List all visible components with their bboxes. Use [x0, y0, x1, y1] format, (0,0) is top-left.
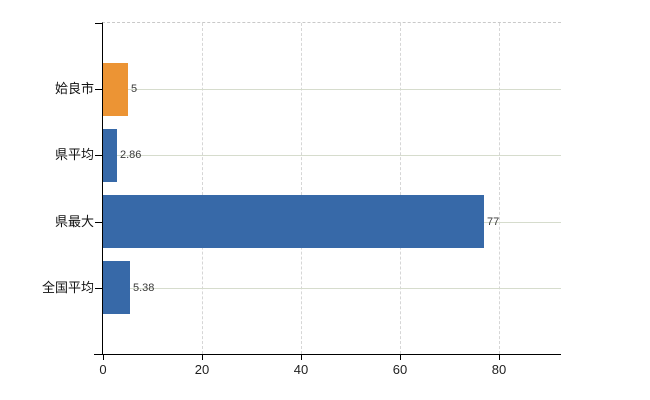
vertical-gridline [301, 23, 302, 354]
bar [103, 195, 484, 248]
x-tick-label: 80 [491, 362, 507, 377]
bar [103, 63, 128, 116]
x-axis-tick [202, 355, 203, 360]
y-axis-end-tick [95, 23, 103, 24]
x-axis-stub [94, 354, 103, 355]
y-axis-tick [95, 155, 103, 156]
category-label: 県最大 [54, 214, 94, 229]
x-tick-label: 40 [293, 362, 309, 377]
x-axis-tick [499, 355, 500, 360]
x-tick-label: 60 [392, 362, 408, 377]
horizontal-gridline [103, 288, 561, 289]
y-axis-tick [95, 222, 103, 223]
category-label: 県平均 [54, 147, 94, 162]
x-tick-label: 20 [194, 362, 210, 377]
category-label: 姶良市 [54, 81, 94, 96]
y-axis-tick [95, 288, 103, 289]
category-label: 全国平均 [41, 280, 94, 295]
bar-value-label: 5 [131, 83, 138, 95]
y-axis-tick [95, 89, 103, 90]
vertical-gridline [499, 23, 500, 354]
x-axis-tick [301, 355, 302, 360]
bar-value-label: 2.86 [120, 149, 142, 161]
bar [103, 129, 117, 182]
plot-area: 0 20 40 60 80 姶良市 5 県平均 2.86 県最大 77 全国平均 5.38 [42, 22, 561, 377]
x-tick-label: 0 [99, 362, 107, 377]
x-axis-tick [400, 355, 401, 360]
vertical-gridline [400, 23, 401, 354]
bar-value-label: 77 [487, 216, 500, 228]
bar-value-label: 5.38 [133, 282, 155, 294]
horizontal-gridline [103, 89, 561, 90]
horizontal-gridline [103, 155, 561, 156]
x-axis-tick [103, 355, 104, 360]
bar [103, 261, 130, 314]
vertical-gridline [202, 23, 203, 354]
